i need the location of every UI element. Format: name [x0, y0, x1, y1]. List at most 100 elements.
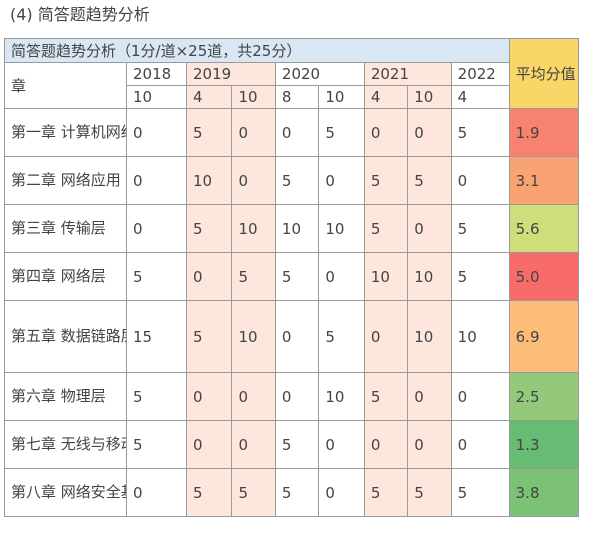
- caption-row: 简答题趋势分析（1分/道×25道，共25分） 平均分值: [4, 38, 580, 109]
- month-row: 10 4 10 8 10 4 10 4: [5, 85, 579, 109]
- month-header: 4: [450, 85, 510, 109]
- score-cell: 5: [450, 468, 510, 517]
- score-cell: 0: [318, 468, 365, 517]
- score-cell: 0: [318, 156, 365, 205]
- score-cell: 0: [231, 420, 276, 469]
- score-cell: 5: [274, 156, 320, 205]
- score-cell: 0: [450, 372, 510, 421]
- score-cell: 5: [363, 156, 409, 205]
- score-cell: 5: [274, 252, 320, 301]
- score-cell: 5: [231, 468, 276, 517]
- average-cell: 5.6: [508, 204, 580, 253]
- score-cell: 0: [231, 156, 276, 205]
- table-caption: 简答题趋势分析（1分/道×25道，共25分）: [4, 38, 510, 63]
- score-cell: 5: [318, 300, 365, 373]
- score-cell: 0: [231, 108, 276, 157]
- score-cell: 10: [274, 204, 320, 253]
- table-row: 第四章 网络层 5 0 5 5 0 10 10 5 5.0: [3, 252, 580, 301]
- score-cell: 5: [407, 156, 452, 205]
- score-cell: 5: [185, 468, 233, 517]
- score-cell: 5: [363, 204, 409, 253]
- score-cell: 0: [363, 300, 409, 373]
- score-cell: 5: [126, 252, 187, 301]
- score-cell: 5: [450, 204, 510, 253]
- score-cell: 0: [126, 156, 187, 205]
- year-header: 2021: [363, 62, 452, 86]
- score-cell: 0: [407, 204, 452, 253]
- score-cell: 10: [318, 204, 365, 253]
- average-cell: 1.3: [508, 420, 580, 469]
- chapter-cell: 第七章 无线与移动网络: [3, 420, 128, 469]
- score-cell: 10: [231, 300, 276, 373]
- score-cell: 5: [450, 252, 510, 301]
- score-cell: 5: [274, 420, 320, 469]
- score-cell: 5: [274, 468, 320, 517]
- score-cell: 5: [363, 372, 409, 421]
- month-header: 8: [274, 85, 320, 109]
- score-cell: 0: [407, 372, 452, 421]
- score-cell: 0: [185, 420, 233, 469]
- score-cell: 10: [185, 156, 233, 205]
- year-header: 2022: [450, 62, 510, 86]
- average-cell: 1.9: [508, 108, 580, 157]
- month-header: 10: [126, 85, 187, 109]
- score-cell: 5: [185, 108, 233, 157]
- score-cell: 0: [318, 252, 365, 301]
- score-cell: 0: [407, 420, 452, 469]
- score-cell: 5: [231, 252, 276, 301]
- year-header: 2018: [126, 62, 187, 86]
- chapter-cell: 第一章 计算机网络概述: [3, 108, 128, 157]
- year-row: 章 2018 2019 2020 2021 2022: [3, 62, 579, 109]
- score-cell: 15: [126, 300, 187, 373]
- table-row: 第八章 网络安全基础055505553.8: [3, 468, 580, 517]
- score-cell: 0: [407, 108, 452, 157]
- score-cell: 0: [274, 372, 320, 421]
- score-cell: 5: [185, 300, 233, 373]
- table-row: 第一章 计算机网络概述050050051.9: [3, 108, 580, 157]
- score-cell: 0: [231, 372, 276, 421]
- score-cell: 10: [231, 204, 276, 253]
- average-cell: 3.1: [508, 156, 580, 205]
- average-cell: 2.5: [508, 372, 580, 421]
- table-row: 第六章 物理层 5 0 0 0 10 5 0 0 2.5: [3, 372, 580, 421]
- chapter-cell: 第六章 物理层: [3, 372, 128, 421]
- year-header: 2020: [274, 62, 365, 86]
- trend-table: 简答题趋势分析（1分/道×25道，共25分） 平均分值章 2018 2019 2020 2…: [3, 38, 580, 517]
- score-cell: 0: [363, 420, 409, 469]
- score-cell: 5: [450, 108, 510, 157]
- score-cell: 0: [185, 372, 233, 421]
- score-cell: 0: [450, 156, 510, 205]
- chapter-cell: 第八章 网络安全基础: [3, 468, 128, 517]
- chapter-header: 章: [3, 62, 128, 109]
- average-cell: 3.8: [508, 468, 580, 517]
- month-header: 10: [318, 85, 365, 109]
- score-cell: 10: [450, 300, 510, 373]
- table-row: 第七章 无线与移动网络500500001.3: [3, 420, 580, 469]
- year-header: 2019: [185, 62, 276, 86]
- table-row: 第三章 传输层 0 5 10 10 10 5 0 5 5.6: [3, 204, 580, 253]
- month-header: 4: [363, 85, 409, 109]
- chapter-cell: 第三章 传输层: [3, 204, 128, 253]
- average-cell: 5.0: [508, 252, 580, 301]
- score-cell: 0: [450, 420, 510, 469]
- section-heading: (4) 简答题趋势分析: [10, 5, 150, 24]
- score-cell: 0: [274, 108, 320, 157]
- score-cell: 0: [363, 108, 409, 157]
- score-cell: 10: [318, 372, 365, 421]
- score-cell: 5: [185, 204, 233, 253]
- average-header: 平均分值: [508, 38, 580, 109]
- score-cell: 0: [318, 420, 365, 469]
- table-row: 第二章 网络应用 0 10 0 5 0 5 5 0 3.1: [3, 156, 580, 205]
- month-header: 4: [185, 85, 233, 109]
- score-cell: 5: [363, 468, 409, 517]
- month-header: 10: [231, 85, 276, 109]
- average-cell: 6.9: [508, 300, 580, 373]
- table-row: 第五章 数据链路层与局域网1551005010106.9: [3, 300, 580, 373]
- score-cell: 0: [126, 108, 187, 157]
- score-cell: 0: [126, 204, 187, 253]
- score-cell: 10: [407, 252, 452, 301]
- score-cell: 5: [318, 108, 365, 157]
- score-cell: 0: [126, 468, 187, 517]
- score-cell: 10: [363, 252, 409, 301]
- score-cell: 0: [274, 300, 320, 373]
